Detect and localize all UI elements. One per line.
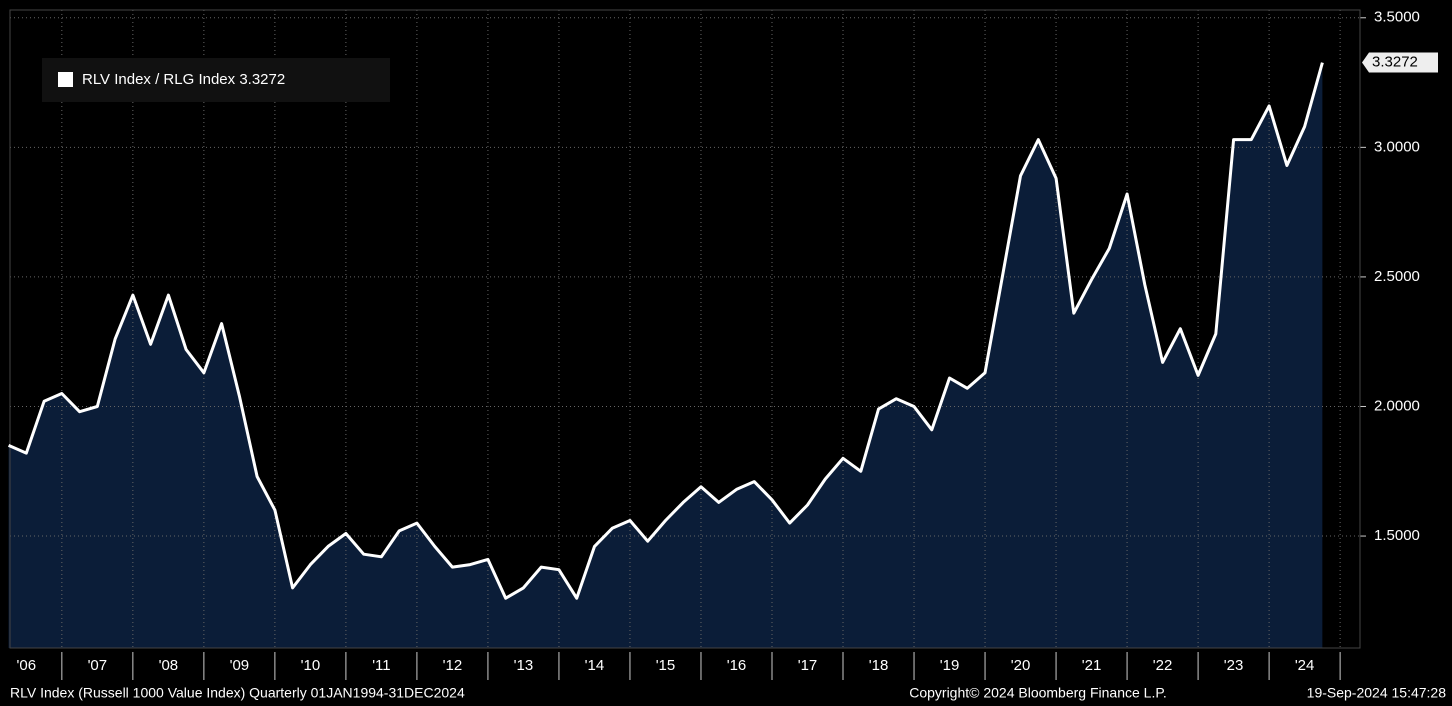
x-tick-label: '10 — [301, 657, 321, 674]
y-tick-label: 2.0000 — [1374, 397, 1420, 414]
x-tick-label: '15 — [656, 657, 676, 674]
last-value-box — [1362, 52, 1438, 73]
x-tick-label: '13 — [514, 657, 534, 674]
last-value-label: 3.3272 — [1372, 54, 1418, 71]
area — [8, 62, 1323, 649]
legend-name: RLV Index / RLG Index — [82, 71, 236, 88]
footer-date: 19-Sep-2024 15:47:28 — [1307, 685, 1447, 701]
x-tick-label: '22 — [1153, 657, 1173, 674]
x-tick-label: '20 — [1011, 657, 1031, 674]
x-tick-label: '08 — [159, 657, 179, 674]
legend-box — [42, 58, 390, 102]
footer-copyright: Copyright© 2024 Bloomberg Finance L.P. — [909, 685, 1167, 701]
x-tick-label: '21 — [1082, 657, 1102, 674]
y-tick-label: 3.0000 — [1374, 138, 1420, 155]
x-tick-label: '16 — [727, 657, 747, 674]
x-tick-label: '24 — [1295, 657, 1315, 674]
x-tick-label: '12 — [443, 657, 463, 674]
line — [8, 62, 1324, 600]
x-tick-label: '11 — [372, 657, 390, 674]
y-tick-label: 1.5000 — [1374, 527, 1420, 544]
x-tick-label: '09 — [230, 657, 250, 674]
plot-frame — [9, 9, 1361, 649]
x-tick-label: '23 — [1224, 657, 1244, 674]
plot-area: 1.5000 2.0000 2.5000 3.0000 3.5000 '06 '07 '08 '… — [8, 9, 1438, 680]
y-tick-label: 2.5000 — [1374, 268, 1420, 285]
x-tick-label: '06 — [17, 657, 37, 674]
legend-label: RLV Index / RLG Index 3.3272 — [82, 71, 285, 88]
x-tick-label: '19 — [940, 657, 960, 674]
legend-swatch — [58, 72, 73, 87]
x-tick-label: '18 — [869, 657, 889, 674]
y-tick-label: 3.5000 — [1374, 9, 1420, 26]
x-tick-label: '07 — [88, 657, 108, 674]
x-tick-label: '14 — [585, 657, 605, 674]
legend-value: 3.3272 — [239, 71, 285, 88]
x-tick-label: '17 — [798, 657, 818, 674]
footer-source: RLV Index (Russell 1000 Value Index) Qua… — [10, 685, 465, 701]
